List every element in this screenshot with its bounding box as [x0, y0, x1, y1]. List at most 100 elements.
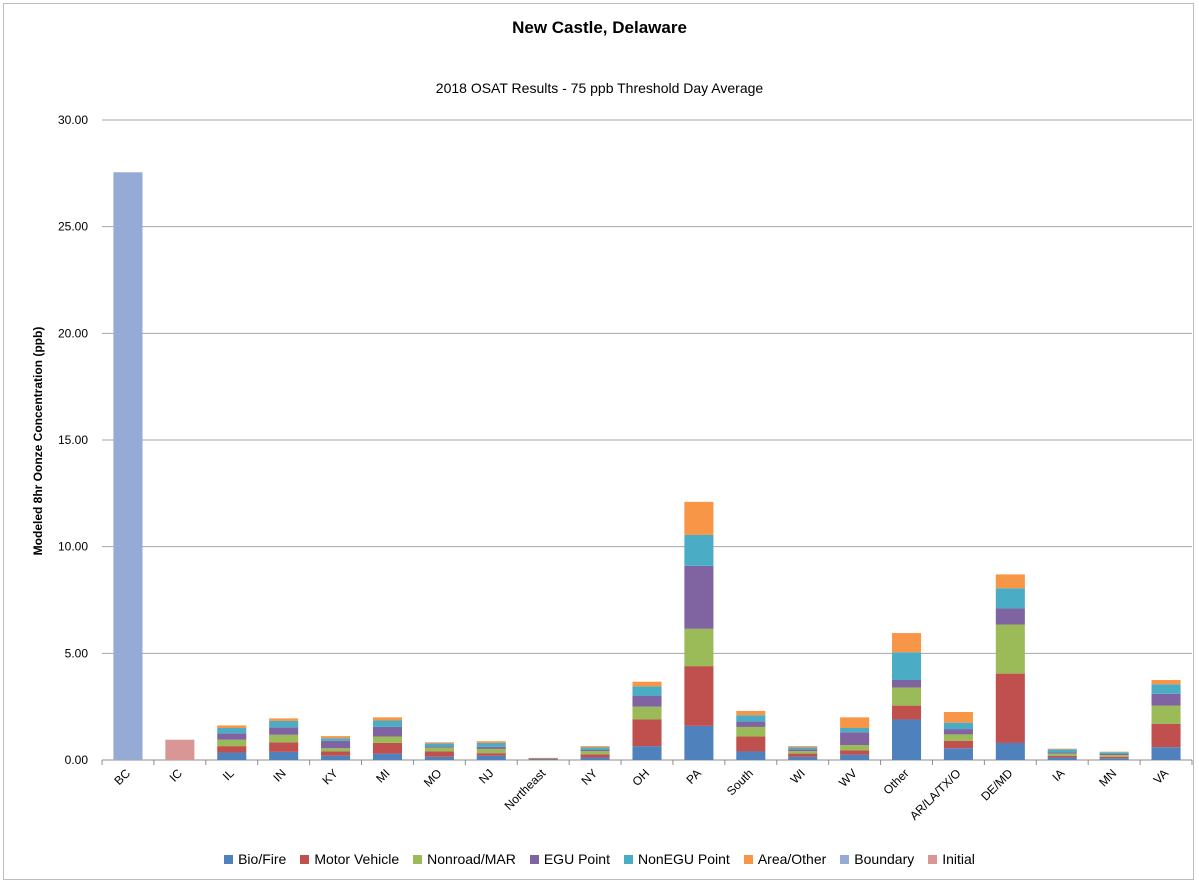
y-tick-label: 20.00	[58, 326, 88, 340]
bar-segment	[943, 748, 973, 760]
bar-segment	[632, 719, 662, 747]
bar-segment	[632, 696, 662, 707]
bar-segment	[321, 736, 351, 739]
legend-label: EGU Point	[543, 851, 610, 867]
legend-swatch	[300, 854, 310, 864]
bar-segment	[1047, 749, 1077, 753]
legend-item: EGU Point	[529, 851, 610, 867]
bar-segment	[372, 736, 403, 743]
bar-segment	[217, 733, 247, 740]
bar-segment	[217, 746, 247, 753]
x-tick-label: South	[724, 766, 756, 798]
legend-item: Area/Other	[743, 851, 826, 867]
x-tick-label: NJ	[476, 766, 496, 786]
legend-swatch	[840, 854, 850, 864]
bar-segment	[840, 745, 870, 751]
legend-item: Initial	[928, 851, 975, 867]
y-tick-label: 10.00	[58, 540, 88, 554]
bar-segment	[736, 710, 766, 716]
bar-segment	[736, 721, 766, 727]
legend-item: Motor Vehicle	[300, 851, 399, 867]
bar-segment	[684, 534, 714, 566]
bar-segment	[424, 751, 454, 757]
bar-segment	[476, 755, 506, 760]
bar-segment	[113, 172, 143, 760]
bar-segment	[321, 748, 351, 752]
bar-segment	[788, 749, 818, 752]
bar-segment	[217, 728, 247, 734]
bar-segment	[1151, 747, 1181, 760]
bar-segment	[1151, 684, 1181, 694]
bar-segment	[632, 686, 662, 696]
bar-segment	[476, 742, 506, 747]
bar-segment	[580, 747, 610, 750]
bar-segment	[269, 727, 299, 735]
legend-swatch	[743, 854, 753, 864]
bar-segment	[217, 739, 247, 747]
x-tick-label: WV	[836, 766, 860, 790]
bar-segment	[684, 666, 714, 726]
x-tick-label: MN	[1096, 766, 1119, 789]
bar-segment	[424, 747, 454, 752]
legend-swatch	[623, 854, 633, 864]
bar-segment	[736, 751, 766, 760]
bar-segment	[684, 565, 714, 629]
bar-segment	[736, 726, 766, 737]
legend-label: Nonroad/MAR	[427, 851, 516, 867]
x-tick-label: IL	[220, 766, 237, 783]
bar-segment	[891, 680, 922, 688]
bar-segment	[424, 756, 454, 760]
bar-segment	[372, 753, 403, 760]
bar-segment	[788, 746, 818, 748]
bar-segment	[476, 741, 506, 743]
bar-segment	[995, 608, 1025, 625]
x-tick-label: Northeast	[502, 766, 549, 813]
x-tick-label: OH	[629, 766, 652, 789]
x-tick-label: MI	[373, 766, 392, 785]
bar-segment	[788, 756, 818, 760]
y-tick-label: 15.00	[58, 433, 88, 447]
bar-segment	[321, 751, 351, 756]
bar-segment	[1047, 748, 1077, 750]
chart-frame	[3, 3, 1194, 880]
bar-segment	[321, 740, 351, 749]
bar-segment	[269, 734, 299, 743]
bar-segment	[528, 759, 558, 760]
bar-segment	[1099, 754, 1129, 756]
bar-segment	[269, 751, 299, 760]
bar-segment	[943, 729, 973, 735]
bar-segment	[1099, 756, 1129, 759]
bar-segment	[580, 751, 610, 755]
y-tick-label: 25.00	[58, 220, 88, 234]
legend-label: NonEGU Point	[637, 851, 730, 867]
bar-segment	[1151, 693, 1181, 706]
bar-segment	[632, 706, 662, 720]
bar-segment	[1047, 753, 1077, 756]
bar-segment	[943, 722, 973, 730]
bar-segment	[1151, 680, 1181, 685]
x-tick-label: BC	[111, 766, 133, 788]
bar-segment	[684, 628, 714, 667]
bar-segment	[372, 742, 403, 754]
bar-segment	[580, 749, 610, 752]
bar-segment	[788, 753, 818, 757]
bar-segment	[891, 705, 922, 720]
bar-segment	[372, 726, 403, 737]
y-tick-label: 30.00	[58, 113, 88, 127]
bar-segment	[1151, 723, 1181, 748]
bar-segment	[528, 757, 558, 759]
bar-segment	[321, 755, 351, 760]
bar-segment	[580, 757, 610, 760]
bar-segment	[632, 746, 662, 760]
y-tick-label: 0.00	[65, 753, 89, 767]
bar-segment	[1099, 758, 1129, 760]
bar-segment	[891, 687, 922, 706]
x-tick-label: KY	[319, 766, 340, 787]
bar-segment	[424, 743, 454, 747]
bar-segment	[269, 720, 299, 728]
bar-segment	[736, 715, 766, 722]
bar-segment	[1047, 752, 1077, 754]
bar-segment	[165, 739, 195, 760]
x-tick-label: PA	[683, 766, 704, 787]
chart-title: New Castle, Delaware	[512, 18, 687, 37]
